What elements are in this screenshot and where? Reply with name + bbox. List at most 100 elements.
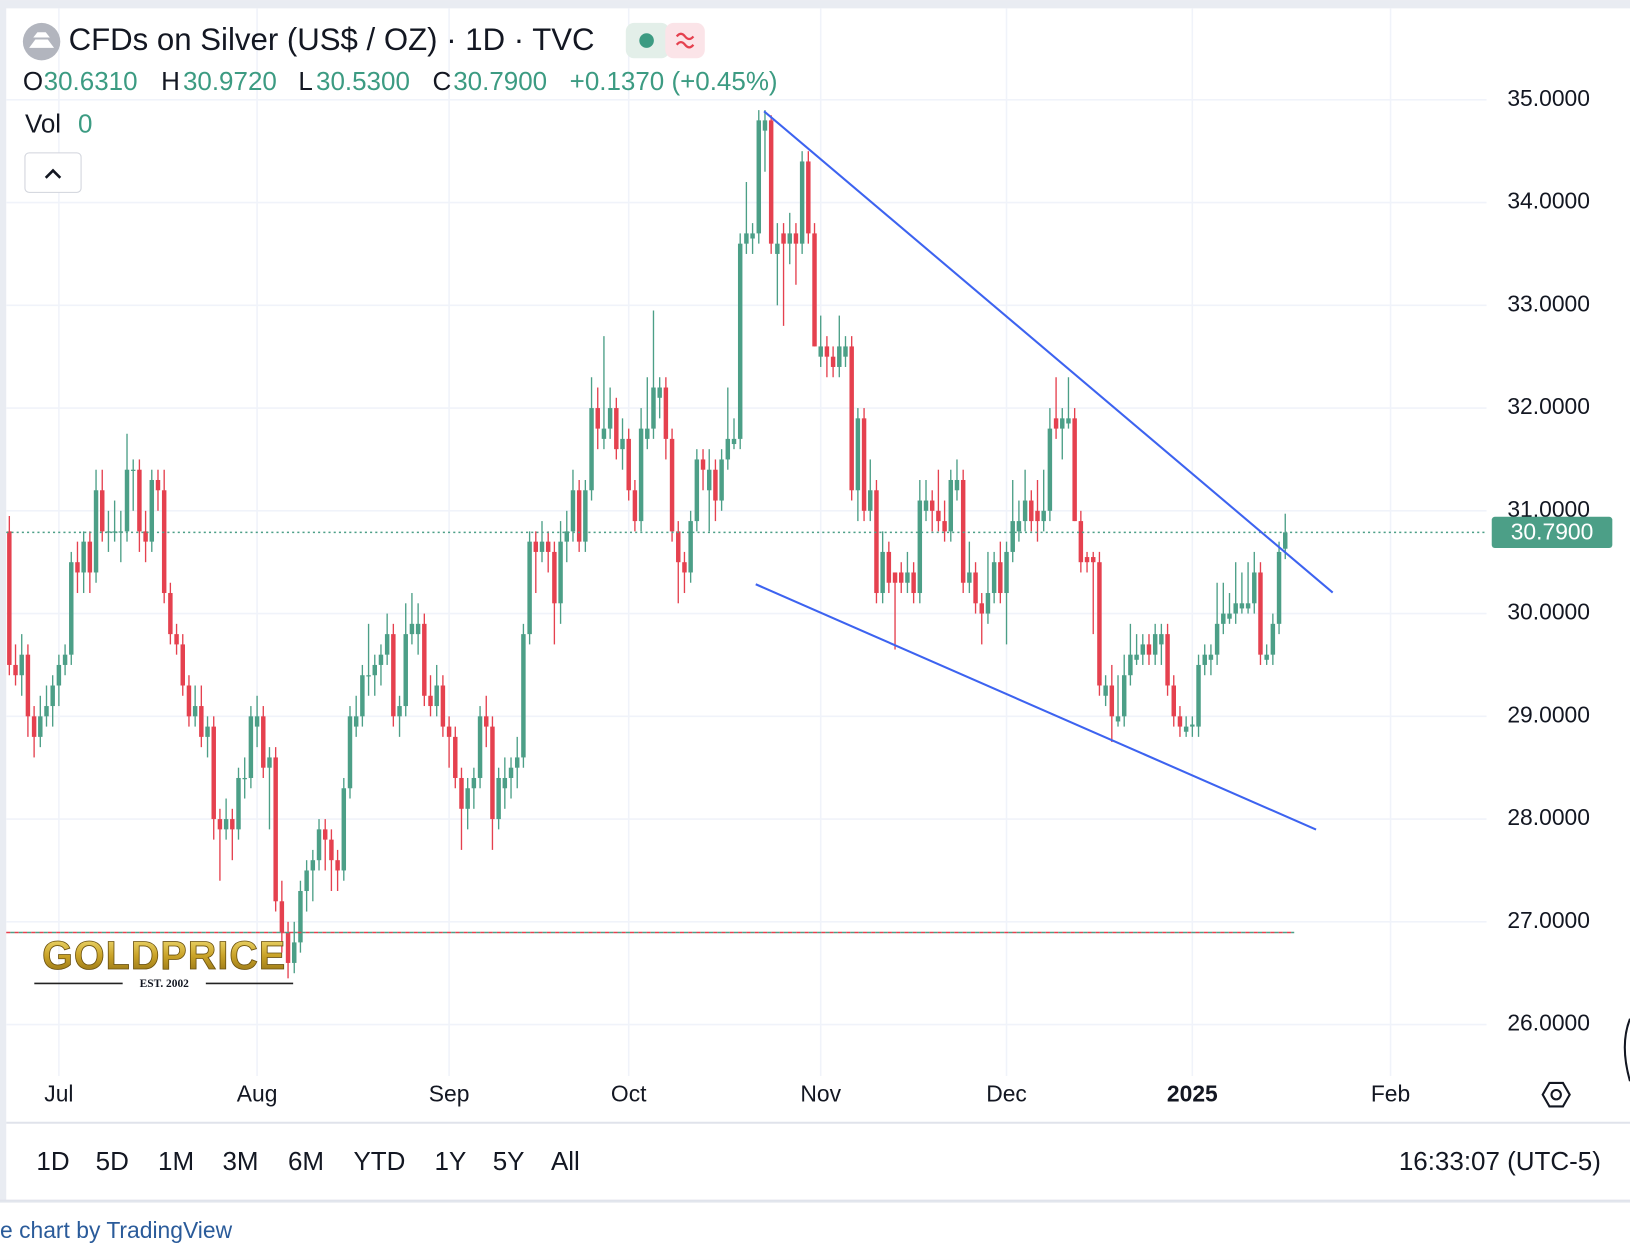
candle-body [477,716,483,778]
range-button[interactable]: 1D [36,1146,69,1176]
candle-body [1029,500,1034,522]
candle-body [1084,557,1090,563]
range-button[interactable]: 1M [158,1146,194,1176]
candle-body [50,685,55,707]
candle-body [236,777,241,830]
candle-body [75,562,80,573]
candle-body [31,716,37,737]
candle-body [948,479,954,532]
candle-body [905,572,910,583]
candle-body [347,716,353,789]
candle-body [298,891,303,943]
y-tick-label: 27.0000 [1507,907,1590,933]
y-tick-label: 33.0000 [1507,290,1590,316]
candle-body [830,356,836,367]
candle-body [391,634,396,717]
x-tick-label: Oct [611,1081,647,1107]
candle-body [143,531,148,542]
candle-body [93,490,99,573]
candle-body [1146,644,1152,655]
open-label: O [23,66,43,96]
candle-body [886,551,892,583]
candle-body [1060,418,1065,429]
candle-body [81,541,86,573]
candle-body [967,572,972,583]
candle-body [428,695,433,707]
candle-body [434,685,439,707]
settings-button[interactable] [1541,1081,1571,1108]
candle-body [180,644,185,686]
collapse-button[interactable] [24,152,82,193]
candle-body [62,654,68,665]
y-tick-label: 26.0000 [1507,1010,1590,1036]
candle-body [892,572,898,583]
volume-label: Vol [25,109,61,139]
range-button[interactable]: 5D [96,1146,129,1176]
market-open-dot [639,33,654,48]
delayed-badge[interactable] [665,22,705,59]
candle-body [1196,664,1201,727]
candle-body [1072,418,1077,522]
candle-body [601,428,607,439]
candle-body [155,479,161,491]
candle-body [1227,613,1232,619]
candle-body [694,459,700,522]
candle-body [682,562,687,573]
candle-body [211,726,216,820]
candle-body [1159,634,1164,645]
candle-body [112,531,117,533]
candle-body [861,418,867,511]
candle-body [7,531,12,665]
candle-body [130,469,136,471]
close-value: 30.7900 [453,66,547,96]
candle-body [1128,654,1133,676]
candle-body [254,716,260,727]
candle-body [991,562,997,594]
symbol-logo-icon [29,32,55,48]
candle-body [1165,634,1170,686]
candle-body [335,860,340,871]
range-button[interactable]: YTD [353,1146,405,1176]
delayed-icon [675,32,695,49]
candle-body [490,726,495,820]
low-label: L [298,66,312,96]
candle-body [1233,603,1238,614]
candle-body [614,408,619,450]
candle-body [787,233,792,244]
candle-body [719,459,724,501]
candle-body [713,469,718,501]
candle-body [397,706,402,717]
candle-body [322,829,328,840]
candle-body [929,500,935,511]
candle-body [1252,572,1257,604]
candle-body [1208,654,1214,660]
attribution-link[interactable]: e chart by TradingView [0,1217,233,1243]
candle-body [372,664,377,676]
candle-body [638,428,644,522]
candle-body [676,531,681,563]
range-button[interactable]: 5Y [493,1146,525,1176]
candle-body [459,777,464,809]
candle-body [998,562,1003,594]
range-button[interactable]: 3M [222,1146,258,1176]
candle-body [415,623,421,635]
candle-body [1283,532,1288,549]
candle-body [762,120,768,131]
candle-body [837,346,842,367]
candle-body [539,541,545,552]
range-button[interactable]: 1Y [435,1146,467,1176]
range-button[interactable]: 6M [288,1146,324,1176]
candle-body [917,500,923,594]
candle-body [706,469,712,491]
candle-body [1115,716,1121,722]
candle-body [1264,654,1269,660]
candle-body [818,346,823,357]
collapse-icon [44,168,62,179]
range-button[interactable]: All [551,1146,580,1176]
candle-body [552,551,557,604]
trend-line-upper [763,110,1334,594]
candle-body [502,777,508,789]
candle-body [806,161,811,234]
candle-body [496,777,501,820]
